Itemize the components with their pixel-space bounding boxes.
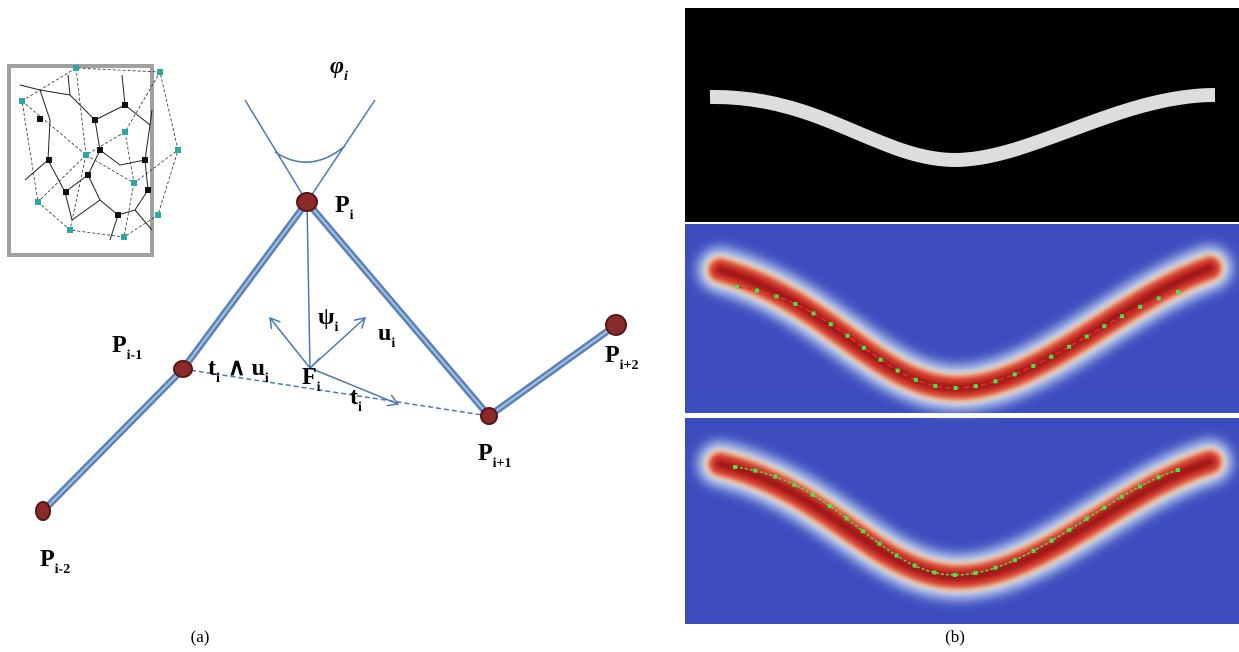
fit-point xyxy=(1176,468,1180,472)
point-label: Fi xyxy=(302,364,321,395)
fit-point xyxy=(914,378,918,382)
fit-point xyxy=(861,529,865,533)
point-label: Pi-2 xyxy=(40,546,70,577)
fit-point xyxy=(733,465,737,469)
fit-point xyxy=(846,334,850,338)
label-sub: i xyxy=(358,400,362,415)
label-main: F xyxy=(302,364,317,390)
fit-point xyxy=(953,386,957,390)
label-sub: i xyxy=(344,69,348,84)
fit-point xyxy=(1050,539,1054,543)
label-main: ∧ u xyxy=(228,355,265,381)
inset xyxy=(9,65,181,255)
label-main: φ xyxy=(330,53,344,79)
fit-point xyxy=(1013,372,1017,376)
label-sub: i+2 xyxy=(620,358,639,373)
fit-point xyxy=(1102,506,1106,510)
fit-point xyxy=(994,379,998,383)
fit-point xyxy=(1067,345,1071,349)
label-main: ψ xyxy=(318,304,335,330)
point-label: ti xyxy=(208,355,220,386)
label-sub: i xyxy=(335,320,339,335)
label-sub: i xyxy=(216,371,220,386)
fit-point xyxy=(755,289,759,293)
fit-point xyxy=(1157,296,1161,300)
fit-point xyxy=(1085,335,1089,339)
fit-point xyxy=(896,369,900,373)
label-main: P xyxy=(605,342,620,368)
point-label: ψi xyxy=(318,304,339,335)
fit-point xyxy=(845,516,849,520)
fit-point xyxy=(932,571,936,575)
fit-point xyxy=(1049,355,1053,359)
fit-point xyxy=(1120,495,1124,499)
point-label: φi xyxy=(330,53,348,84)
point-label: Pi+1 xyxy=(478,440,512,471)
fit-point xyxy=(1067,528,1071,532)
point-label: Pi-1 xyxy=(112,332,142,363)
fit-point xyxy=(973,571,977,575)
fit-point xyxy=(1102,324,1106,328)
point-label: Pi+2 xyxy=(605,342,639,373)
fit-point xyxy=(953,573,957,577)
fit-point xyxy=(974,384,978,388)
fit-point xyxy=(773,475,777,479)
fit-point xyxy=(879,358,883,362)
fit-point xyxy=(753,469,757,473)
fit-point xyxy=(862,346,866,350)
fit-point xyxy=(775,294,779,298)
label-main: t xyxy=(208,355,216,381)
caption: (b) xyxy=(945,627,965,646)
label-main: t xyxy=(350,384,358,410)
fit-point xyxy=(1031,549,1035,553)
fit-point xyxy=(735,285,739,289)
fit-point xyxy=(811,311,815,315)
caption: (a) xyxy=(191,627,210,646)
fit-point xyxy=(878,542,882,546)
fit-point xyxy=(913,564,917,568)
fit-point xyxy=(811,493,815,497)
fit-point xyxy=(933,384,937,388)
fit-point xyxy=(1157,475,1161,479)
fit-point xyxy=(1120,314,1124,318)
fit-point xyxy=(1013,558,1017,562)
label-sub: i-2 xyxy=(55,562,71,577)
point-label: Pi xyxy=(335,192,354,223)
fit-point xyxy=(1085,517,1089,521)
label-main: u xyxy=(378,320,391,346)
fit-point xyxy=(1031,364,1035,368)
fit-point xyxy=(829,322,833,326)
fit-point xyxy=(1138,484,1142,488)
label-sub: i-1 xyxy=(127,348,143,363)
label-sub: i xyxy=(265,371,269,386)
fit-point xyxy=(793,302,797,306)
label-main: P xyxy=(478,440,493,466)
fit-point xyxy=(792,483,796,487)
label-main: P xyxy=(40,546,55,572)
fit-point xyxy=(1176,290,1180,294)
panel-binary xyxy=(685,8,1239,222)
fit-point xyxy=(1138,305,1142,309)
label-sub: i+1 xyxy=(493,456,512,471)
label-sub: i xyxy=(350,208,354,223)
label-main: P xyxy=(335,192,350,218)
fit-point xyxy=(994,566,998,570)
label-sub: i xyxy=(391,336,395,351)
point-label: ui xyxy=(378,320,395,351)
label-main: P xyxy=(112,332,127,358)
fit-point xyxy=(828,504,832,508)
label-sub: i xyxy=(317,380,321,395)
fit-point xyxy=(895,554,899,558)
figure: φiPiψiuiPi-1ti∧ uiFitiPi+1Pi+2Pi-2 (a) (… xyxy=(0,0,1239,652)
